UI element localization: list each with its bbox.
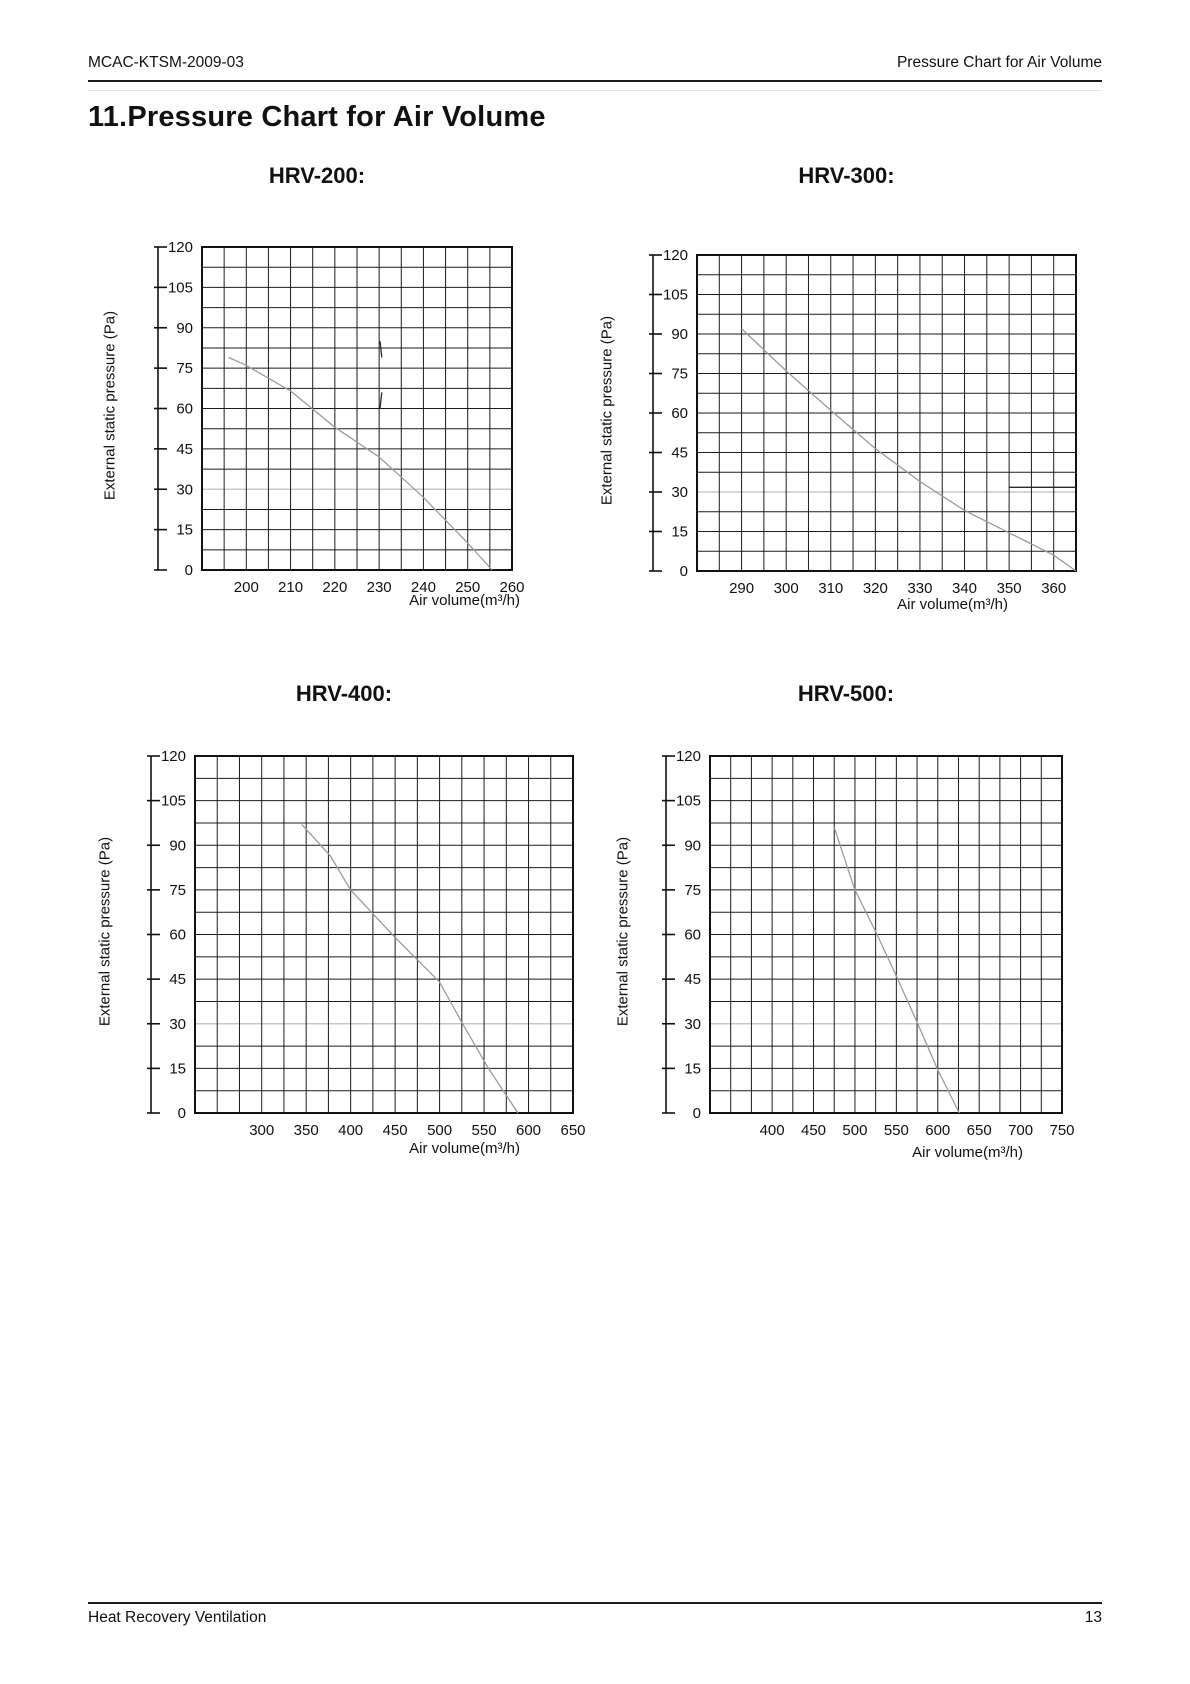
y-tick-label: 120	[676, 748, 701, 765]
page-title: 11.Pressure Chart for Air Volume	[88, 101, 546, 133]
scan-artifact	[379, 341, 383, 358]
x-tick-label: 320	[863, 580, 888, 597]
y-tick-label: 30	[169, 1016, 186, 1033]
y-tick-label: 75	[671, 366, 688, 383]
x-tick-label: 450	[383, 1122, 408, 1139]
y-tick-label: 30	[176, 481, 193, 498]
y-tick-label: 0	[680, 563, 688, 580]
x-tick-label: 330	[907, 580, 932, 597]
x-tick-label: 300	[774, 580, 799, 597]
y-tick-label: 60	[684, 927, 701, 944]
plot-border	[696, 254, 1077, 572]
footer-rule	[88, 1602, 1102, 1604]
x-axis-title-hrv-500: Air volume(m³/h)	[912, 1144, 1023, 1161]
y-tick-label: 15	[169, 1060, 186, 1077]
y-tick-label: 60	[671, 405, 688, 422]
hrv-300-pressure-chart: 0 15 30 45 60 75 90 105 120 290 300 310 320 330 340 350…	[649, 247, 1077, 597]
x-tick-label: 700	[1008, 1122, 1033, 1139]
y-tick-label: 120	[663, 247, 688, 264]
y-tick-label: 45	[671, 445, 688, 462]
y-tick-label: 90	[169, 837, 186, 854]
y-tick-label: 105	[161, 793, 186, 810]
footer-page-number: 13	[1084, 1609, 1102, 1626]
y-tick-label: 75	[176, 360, 193, 377]
x-tick-label: 650	[967, 1122, 992, 1139]
y-tick-label: 120	[168, 239, 193, 256]
scan-artifact	[379, 392, 383, 409]
x-tick-label: 260	[499, 579, 524, 596]
chart-title-hrv-400: HRV-400:	[295, 681, 393, 706]
y-tick-label: 30	[671, 484, 688, 501]
x-tick-label: 220	[322, 579, 347, 596]
header-rule	[88, 80, 1102, 82]
x-tick-label: 600	[516, 1122, 541, 1139]
y-tick-label: 60	[176, 401, 193, 418]
hrv-500-pressure-chart: 0 15 30 45 60 75 90 105 120 400 450 500 550 600 650 700…	[662, 748, 1075, 1139]
plot-border	[194, 755, 574, 1114]
x-tick-label: 750	[1049, 1122, 1074, 1139]
x-tick-label: 450	[801, 1122, 826, 1139]
y-tick-label: 45	[176, 441, 193, 458]
x-tick-label: 250	[455, 579, 480, 596]
y-tick-label: 60	[169, 927, 186, 944]
y-tick-label: 75	[169, 882, 186, 899]
x-tick-label: 600	[925, 1122, 950, 1139]
y-tick-label: 105	[168, 279, 193, 296]
y-tick-label: 120	[161, 748, 186, 765]
x-tick-label: 210	[278, 579, 303, 596]
x-tick-label: 300	[249, 1122, 274, 1139]
x-axis-title-hrv-400: Air volume(m³/h)	[409, 1140, 520, 1157]
y-tick-label: 0	[693, 1105, 701, 1122]
y-tick-label: 45	[169, 971, 186, 988]
hrv-200-pressure-chart: 0 15 30 45 60 75 90 105 120 200 210 220 230 240 250 260	[154, 239, 525, 596]
header-rule-shadow	[88, 90, 1102, 91]
y-tick-label: 15	[671, 524, 688, 541]
x-axis-title-hrv-300: Air volume(m³/h)	[897, 596, 1008, 613]
fan-curve	[741, 328, 1077, 572]
header-section-title: Pressure Chart for Air Volume	[896, 54, 1102, 71]
x-tick-label: 500	[842, 1122, 867, 1139]
fan-curve	[228, 356, 493, 571]
x-tick-label: 240	[411, 579, 436, 596]
x-tick-label: 290	[729, 580, 754, 597]
x-tick-label: 230	[367, 579, 392, 596]
y-tick-label: 0	[185, 562, 193, 579]
header-doc-code: MCAC-KTSM-2009-03	[88, 54, 244, 71]
x-tick-label: 350	[294, 1122, 319, 1139]
x-axis-title-hrv-200: Air volume(m³/h)	[409, 592, 520, 609]
chart-title-hrv-500: HRV-500:	[797, 681, 895, 706]
x-tick-label: 400	[338, 1122, 363, 1139]
x-tick-label: 550	[884, 1122, 909, 1139]
y-tick-label: 30	[684, 1016, 701, 1033]
x-tick-label: 360	[1041, 580, 1066, 597]
plot-border	[709, 755, 1063, 1114]
x-tick-label: 650	[560, 1122, 585, 1139]
x-tick-label: 340	[952, 580, 977, 597]
y-tick-label: 15	[176, 522, 193, 539]
fan-curve	[301, 823, 519, 1114]
y-tick-label: 105	[676, 793, 701, 810]
y-tick-label: 0	[178, 1105, 186, 1122]
y-tick-label: 45	[684, 971, 701, 988]
x-tick-label: 550	[472, 1122, 497, 1139]
chart-title-hrv-200: HRV-200:	[268, 163, 366, 188]
x-tick-label: 400	[760, 1122, 785, 1139]
y-tick-label: 90	[684, 837, 701, 854]
plot-border	[201, 246, 513, 571]
y-tick-label: 90	[176, 320, 193, 337]
fan-curve	[833, 827, 960, 1114]
y-tick-label: 105	[663, 287, 688, 304]
hrv-400-pressure-chart: 0 15 30 45 60 75 90 105 120 300 350 400 450 500 550 600…	[147, 748, 586, 1139]
y-tick-label: 15	[684, 1060, 701, 1077]
y-tick-label: 90	[671, 326, 688, 343]
x-tick-label: 500	[427, 1122, 452, 1139]
chart-title-hrv-300: HRV-300:	[798, 163, 895, 188]
x-tick-label: 310	[818, 580, 843, 597]
y-tick-label: 75	[684, 882, 701, 899]
footer-doc-name: Heat Recovery Ventilation	[88, 1609, 267, 1626]
x-tick-label: 200	[234, 579, 259, 596]
x-tick-label: 350	[997, 580, 1022, 597]
